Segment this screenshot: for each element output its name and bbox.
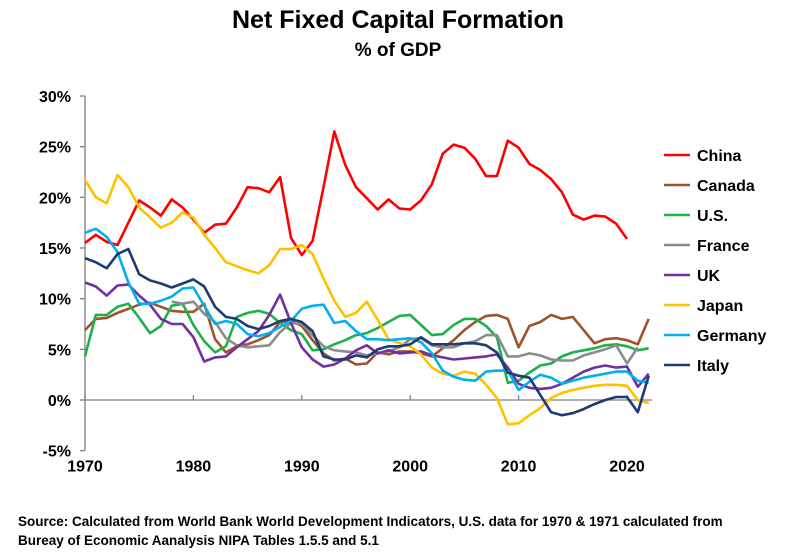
x-tick-label: 1980 xyxy=(176,459,212,476)
y-tick-label: 30% xyxy=(39,89,71,106)
x-tick-label: 2010 xyxy=(501,459,537,476)
y-tick-label: 10% xyxy=(39,292,71,309)
series-line-italy xyxy=(84,247,650,417)
x-tick-label: 2020 xyxy=(609,459,645,476)
series-line-france xyxy=(171,300,639,365)
legend-label: Italy xyxy=(697,358,729,375)
series-line-japan xyxy=(83,173,650,426)
legend-label: Canada xyxy=(697,178,755,195)
series-line-us xyxy=(83,302,649,385)
legend-label: Japan xyxy=(697,298,743,315)
x-tick-label: 1990 xyxy=(284,459,320,476)
source-line-2: Bureay of Economic Aanalysis NIPA Tables… xyxy=(18,533,379,548)
legend-label: China xyxy=(697,148,742,165)
chart-title: Net Fixed Capital Formation xyxy=(232,6,564,34)
legend-label: Germany xyxy=(697,328,766,345)
series-line-china xyxy=(84,130,629,257)
legend-label: UK xyxy=(697,268,721,285)
series-line-canada xyxy=(84,301,650,366)
series-line-uk xyxy=(84,281,650,391)
y-tick-label: 0% xyxy=(48,393,71,410)
y-tick-label: -5% xyxy=(43,444,71,461)
y-tick-label: 25% xyxy=(39,140,71,157)
y-tick-label: 15% xyxy=(39,241,71,258)
legend-label: France xyxy=(697,238,750,255)
y-tick-label: 5% xyxy=(48,342,71,359)
x-tick-label: 1970 xyxy=(67,459,103,476)
source-note: Source: Calculated from World Bank World… xyxy=(18,512,723,550)
legend-label: U.S. xyxy=(697,208,728,225)
source-line-1: Source: Calculated from World Bank World… xyxy=(18,514,723,529)
chart-subtitle: % of GDP xyxy=(354,40,442,61)
series-line-germany xyxy=(84,227,649,392)
y-tick-label: 20% xyxy=(39,190,71,207)
x-tick-label: 2000 xyxy=(392,459,428,476)
